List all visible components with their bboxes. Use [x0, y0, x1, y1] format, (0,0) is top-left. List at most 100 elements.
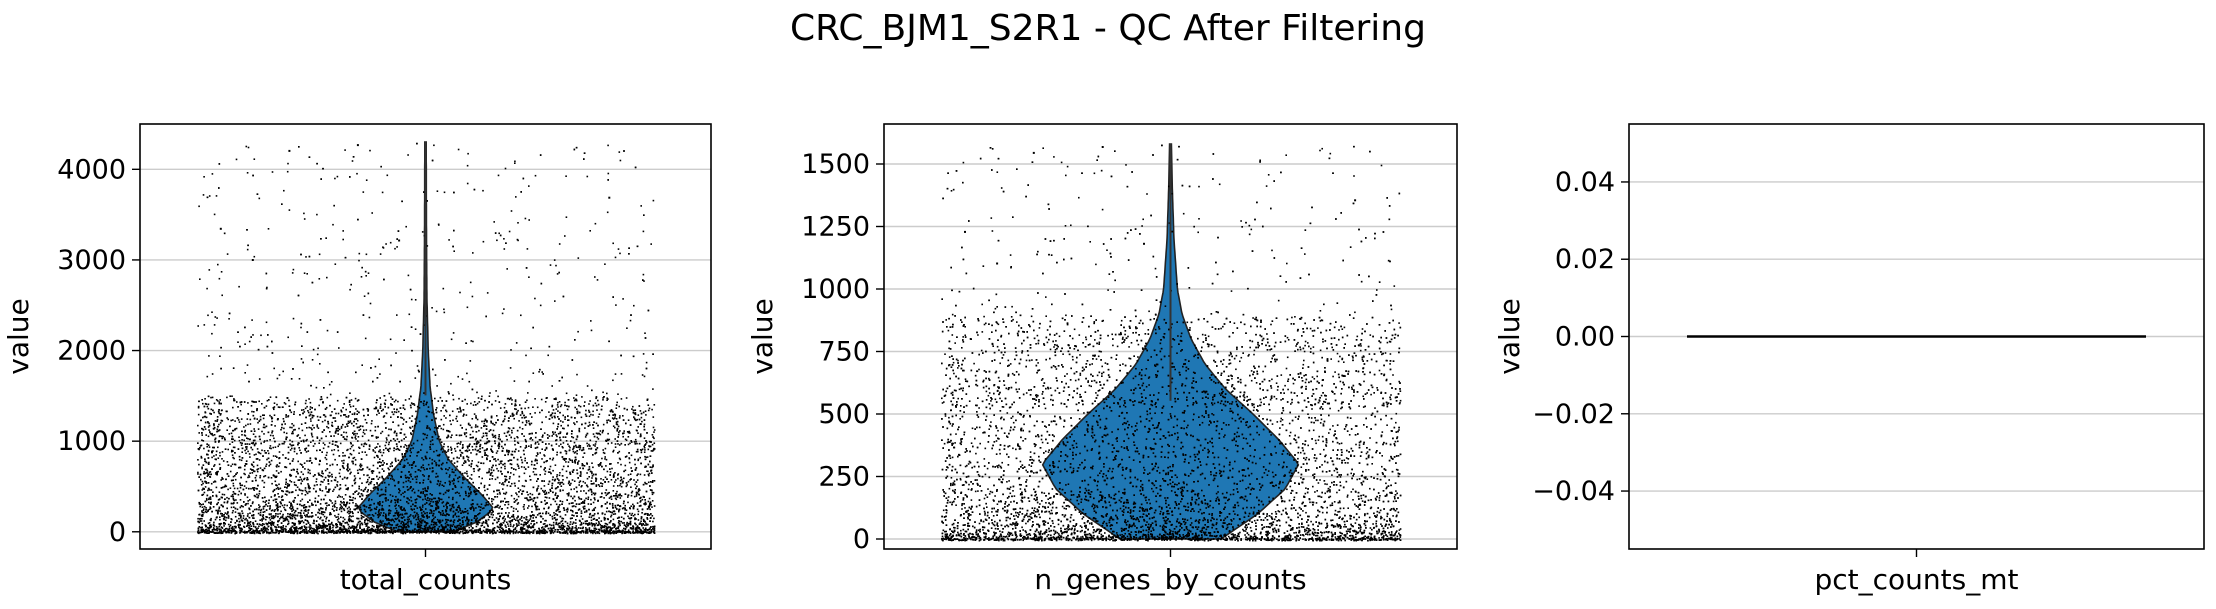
strip-point	[505, 475, 508, 478]
strip-point	[357, 511, 359, 514]
strip-point	[497, 437, 500, 440]
strip-point	[515, 342, 518, 344]
strip-point	[607, 172, 610, 175]
strip-point	[591, 475, 594, 477]
strip-point	[325, 458, 328, 461]
strip-point	[520, 314, 522, 317]
strip-point	[483, 422, 486, 425]
strip-point	[500, 466, 503, 469]
strip-point	[243, 485, 246, 487]
strip-point	[392, 519, 395, 521]
strip-point	[385, 531, 388, 534]
strip-point	[462, 415, 465, 417]
strip-point	[234, 420, 236, 422]
strip-point	[651, 493, 654, 496]
strip-point	[250, 442, 253, 444]
strip-point	[637, 458, 640, 461]
strip-point	[441, 468, 443, 471]
strip-point	[318, 253, 321, 256]
strip-point	[256, 468, 258, 471]
strip-point	[594, 498, 596, 501]
strip-point	[414, 299, 417, 301]
strip-point	[523, 472, 526, 475]
strip-point	[315, 480, 318, 483]
strip-point	[216, 317, 218, 319]
strip-point	[580, 515, 582, 518]
strip-point	[432, 514, 434, 517]
strip-point	[239, 442, 242, 444]
strip-point	[501, 312, 504, 315]
strip-point	[534, 528, 536, 531]
strip-point	[446, 528, 449, 531]
strip-point	[400, 493, 402, 496]
strip-point	[207, 474, 209, 476]
strip-point	[506, 438, 508, 441]
strip-point	[492, 429, 495, 432]
strip-point	[608, 438, 611, 441]
strip-point	[646, 456, 649, 458]
strip-point	[252, 461, 255, 463]
strip-point	[291, 423, 293, 425]
strip-point	[458, 518, 460, 521]
strip-point	[559, 472, 561, 474]
strip-point	[614, 495, 617, 497]
strip-point	[449, 527, 452, 530]
strip-point	[338, 508, 341, 511]
strip-point	[324, 443, 326, 446]
strip-point	[422, 438, 425, 441]
strip-point	[472, 449, 474, 451]
strip-point	[300, 520, 302, 523]
strip-point	[516, 517, 518, 519]
strip-point	[446, 507, 448, 510]
strip-point	[221, 437, 223, 440]
strip-point	[555, 487, 558, 489]
strip-point	[641, 420, 643, 423]
strip-point	[236, 502, 239, 504]
strip-point	[301, 531, 304, 533]
strip-point	[604, 263, 606, 265]
strip-point	[233, 506, 235, 508]
strip-point	[251, 530, 254, 533]
strip-point	[529, 432, 531, 435]
strip-point	[348, 529, 350, 532]
strip-point	[292, 532, 294, 534]
strip-point	[416, 512, 418, 515]
strip-point	[331, 521, 333, 524]
strip-point	[270, 459, 273, 462]
strip-point	[201, 522, 204, 525]
strip-point	[269, 445, 272, 447]
strip-point	[200, 520, 203, 522]
strip-point	[369, 429, 372, 432]
strip-point	[317, 532, 319, 535]
strip-point	[455, 529, 458, 531]
strip-point	[201, 510, 203, 512]
strip-point	[539, 452, 541, 454]
strip-point	[569, 521, 572, 523]
strip-point	[352, 457, 354, 460]
strip-point	[240, 403, 242, 406]
strip-point	[365, 486, 367, 489]
strip-point	[636, 525, 639, 527]
strip-point	[198, 463, 200, 466]
strip-point	[418, 532, 421, 534]
strip-point	[591, 471, 593, 473]
strip-point	[434, 529, 436, 532]
strip-point	[341, 502, 343, 504]
strip-point	[534, 443, 537, 445]
strip-point	[236, 401, 238, 403]
strip-point	[208, 471, 211, 474]
strip-point	[207, 453, 209, 456]
strip-point	[595, 480, 597, 482]
strip-point	[232, 510, 234, 512]
strip-point	[247, 522, 249, 525]
strip-point	[610, 515, 612, 518]
strip-point	[250, 463, 253, 465]
strip-point	[397, 516, 400, 518]
strip-point	[521, 520, 523, 522]
strip-point	[388, 450, 390, 453]
strip-point	[360, 276, 363, 278]
strip-point	[552, 409, 555, 411]
strip-point	[219, 422, 222, 424]
strip-point	[436, 190, 439, 192]
strip-point	[582, 522, 585, 525]
